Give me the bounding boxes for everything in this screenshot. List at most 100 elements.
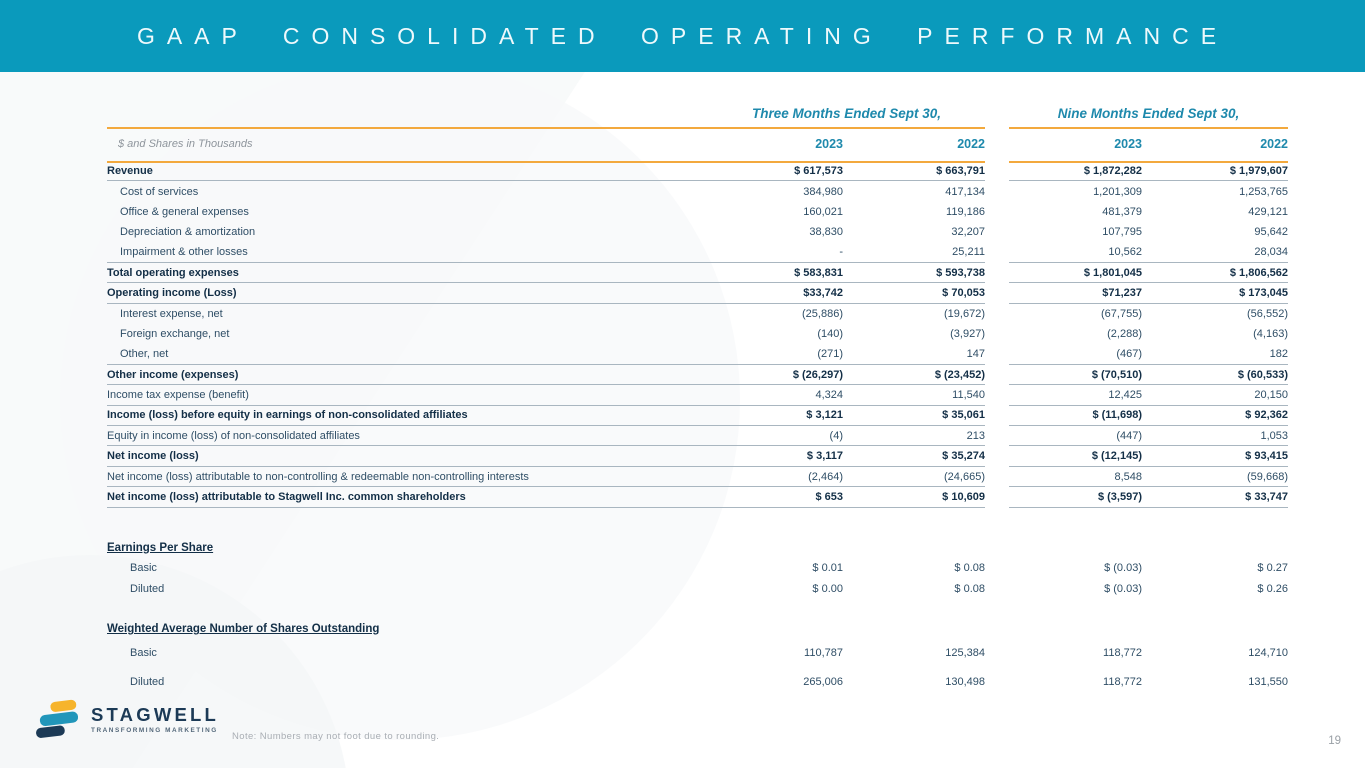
table-row: Basic 110,787 125,384 118,772 124,710 (107, 639, 1288, 668)
shares-outstanding-section: Weighted Average Number of Shares Outsta… (107, 619, 1288, 696)
row-value: $ 1,801,045 (1083, 266, 1142, 279)
year-header: 2023 (815, 137, 843, 151)
row-value: 125,384 (945, 647, 985, 660)
row-label: Basic (130, 647, 157, 660)
group-header-three-months: Three Months Ended Sept 30, (751, 106, 942, 121)
year-header: 2022 (957, 137, 985, 151)
table-row: Operating income (Loss) $33,742 $ 70,053 $7… (107, 283, 1288, 304)
row-value: 130,498 (945, 675, 985, 688)
row-value: 20,150 (1254, 388, 1288, 401)
row-value: 417,134 (945, 185, 985, 198)
row-value: $ 0.08 (954, 562, 985, 575)
table-row: Office & general expenses 160,021 119,186 4… (107, 202, 1288, 222)
slide-title: GAAP CONSOLIDATED OPERATING PERFORMANCE (136, 22, 1229, 49)
row-value: $ 583,831 (794, 266, 843, 279)
row-value: $ 0.27 (1257, 562, 1288, 575)
eps-section: Earnings Per Share Basic $ 0.01 $ 0.08 $ (0.… (107, 538, 1288, 599)
row-value: 119,186 (946, 205, 985, 218)
year-header: 2022 (1260, 137, 1288, 151)
row-value: (56,552) (1247, 307, 1288, 320)
table-row: Other income (expenses) $ (26,297) $ (23,4… (107, 365, 1288, 386)
row-value: 213 (966, 429, 985, 442)
table-body: Revenue $ 617,573 $ 663,791 $ 1,872,282 $ 1,… (107, 161, 1288, 508)
row-label: Net income (loss) attributable to Stagwe… (107, 490, 466, 503)
row-value: $ (3,597) (1097, 490, 1142, 503)
row-value: 10,562 (1108, 246, 1142, 259)
table-row: Cost of services 384,980 417,134 1,201,309 1… (107, 181, 1288, 201)
row-value: 107,795 (1102, 226, 1142, 239)
row-label: Revenue (107, 164, 153, 177)
row-label: Income tax expense (benefit) (107, 388, 249, 401)
row-value: 265,006 (803, 675, 843, 688)
row-value: $ 663,791 (936, 164, 985, 177)
row-value: $ 617,573 (794, 164, 843, 177)
table-row: Net income (loss) $ 3,117 $ 35,274 $ (12,14… (107, 446, 1288, 467)
table-row: Foreign exchange, net (140) (3,927) (2,288)… (107, 324, 1288, 344)
header-band: GAAP CONSOLIDATED OPERATING PERFORMANCE (0, 0, 1365, 72)
row-value: $ (26,297) (792, 368, 843, 381)
row-label: Other, net (120, 348, 169, 361)
year-header-row: $ and Shares in Thousands 2023 2022 2023… (107, 127, 1288, 161)
row-value: 11,540 (952, 388, 985, 401)
row-value: 118,772 (1103, 675, 1142, 688)
row-value: $ 1,872,282 (1083, 164, 1142, 177)
row-value: $ 173,045 (1239, 287, 1288, 300)
row-value: 182 (1269, 348, 1288, 361)
row-value: (447) (1116, 429, 1142, 442)
table-row: Revenue $ 617,573 $ 663,791 $ 1,872,282 $ 1,… (107, 161, 1288, 182)
table-row: Interest expense, net (25,886) (19,672) (67… (107, 304, 1288, 324)
row-value: (59,668) (1247, 470, 1288, 483)
row-value: $71,237 (1102, 287, 1142, 300)
section-heading: Weighted Average Number of Shares Outsta… (107, 623, 380, 635)
row-value: $ 0.01 (812, 562, 843, 575)
financial-table: Three Months Ended Sept 30, Nine Months … (107, 100, 1288, 696)
column-group-headers: Three Months Ended Sept 30, Nine Months … (107, 100, 1288, 127)
row-value: $ 1,806,562 (1229, 266, 1288, 279)
row-label: Net income (loss) attributable to non-co… (107, 470, 529, 483)
row-value: 118,772 (1103, 647, 1142, 660)
row-value: 28,034 (1254, 246, 1288, 259)
row-value: 481,379 (1102, 205, 1142, 218)
row-value: $ 653 (815, 490, 843, 503)
row-value: $ 3,117 (806, 450, 843, 463)
row-value: 12,425 (1108, 388, 1142, 401)
stagwell-logo-icon (36, 699, 79, 738)
row-value: (271) (817, 348, 843, 361)
row-value: 38,830 (809, 226, 843, 239)
row-value: 110,787 (804, 647, 843, 660)
row-label: Diluted (130, 675, 165, 688)
group-header-nine-months: Nine Months Ended Sept 30, (1057, 106, 1240, 121)
row-value: $ 33,747 (1245, 490, 1288, 503)
row-label: Impairment & other losses (120, 246, 248, 259)
row-label: Foreign exchange, net (120, 328, 230, 341)
row-value: $ (11,698) (1092, 409, 1142, 422)
row-value: $ 0.26 (1257, 582, 1288, 595)
row-label: Other income (expenses) (107, 368, 239, 381)
row-value: (24,665) (944, 470, 985, 483)
table-row: Impairment & other losses - 25,211 10,562 28… (107, 243, 1288, 263)
row-value: $ 3,121 (806, 409, 843, 422)
logo-tagline: TRANSFORMING MARKETING (91, 727, 218, 735)
row-value: $ 70,053 (942, 287, 985, 300)
table-row: Depreciation & amortization 38,830 32,207 1… (107, 222, 1288, 242)
table-row: Other, net (271) 147 (467) 182 (107, 345, 1288, 365)
row-value: 147 (966, 348, 985, 361)
row-value: $ 593,738 (936, 266, 985, 279)
row-value: $ 92,362 (1245, 409, 1288, 422)
row-value: - (839, 246, 843, 259)
row-value: 32,207 (951, 226, 985, 239)
row-value: (4) (829, 429, 843, 442)
footnote: Note: Numbers may not foot due to roundi… (232, 731, 440, 742)
row-value: $ (0.03) (1104, 582, 1142, 595)
table-row: Income tax expense (benefit) 4,324 11,540 1… (107, 385, 1288, 406)
section-heading: Earnings Per Share (107, 541, 214, 554)
row-label: Office & general expenses (120, 205, 249, 218)
row-value: 25,211 (952, 246, 985, 259)
table-row: Income (loss) before equity in earnings … (107, 406, 1288, 427)
row-value: 160,021 (803, 205, 843, 218)
row-value: 131,550 (1248, 675, 1288, 688)
row-value: (19,672) (944, 307, 985, 320)
row-label: Equity in income (loss) of non-consolida… (107, 429, 360, 442)
row-value: $ 0.08 (954, 582, 985, 595)
